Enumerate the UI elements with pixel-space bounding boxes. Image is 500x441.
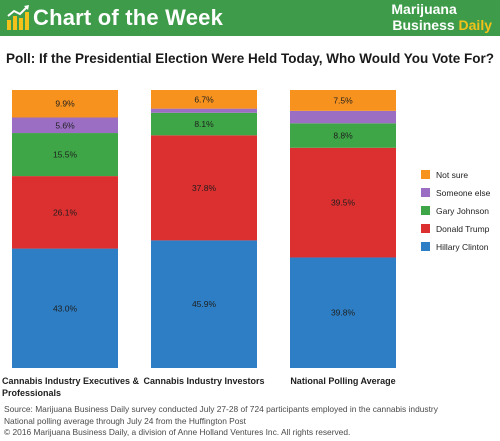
bar-chart-trend-icon: [7, 5, 29, 30]
header-banner: Chart of the Week Marijuana Business Dai…: [0, 0, 500, 36]
legend-label-hillary-clinton: Hillary Clinton: [436, 242, 489, 252]
data-label-gary-johnson-3: 8.8%: [333, 131, 353, 141]
data-label-donald-trump-2: 37.8%: [192, 183, 217, 193]
bar-segment-gary-johnson-2: [151, 112, 257, 136]
data-label-donald-trump-1: 26.1%: [53, 207, 78, 217]
legend-swatch-hillary-clinton: [421, 242, 430, 251]
data-label-hillary-clinton-1: 43.0%: [53, 303, 78, 313]
legend-swatch-someone-else: [421, 188, 430, 197]
bar-segment-hillary-clinton-3: [290, 257, 396, 368]
bar-segment-hillary-clinton-2: [151, 240, 257, 368]
bar-segment-donald-trump-1: [12, 176, 118, 249]
data-label-not-sure-2: 6.7%: [194, 94, 214, 104]
bar-segment-not-sure-1: [12, 90, 118, 118]
banner-title: Chart of the Week: [33, 5, 224, 30]
bar-segment-gary-johnson-3: [290, 123, 396, 148]
bar-segment-not-sure-2: [151, 90, 257, 109]
bar-segment-someone-else-2: [151, 108, 257, 113]
data-label-someone-else-1: 5.6%: [55, 120, 75, 130]
brand-line2-daily: Daily: [458, 17, 492, 33]
bar-segment-donald-trump-2: [151, 135, 257, 241]
source-line-3: © 2016 Marijuana Business Daily, a divis…: [4, 427, 351, 437]
bar-segment-not-sure-3: [290, 90, 396, 111]
brand-line1: Marijuana: [391, 1, 457, 17]
poll-title: Poll: If the Presidential Election Were …: [5, 51, 495, 66]
source-line-1: Source: Marijuana Business Daily survey …: [4, 404, 438, 414]
brand-line2: Business Daily: [391, 17, 492, 33]
brand-line2-business: Business: [392, 17, 459, 33]
category-label-1: Cannabis Industry Executives & Profession…: [2, 376, 140, 398]
category-label-3: National Polling Average: [290, 376, 395, 386]
legend-label-donald-trump: Donald Trump: [436, 224, 490, 234]
data-label-not-sure-1: 9.9%: [55, 99, 75, 109]
bar-segment-hillary-clinton-1: [12, 248, 118, 368]
bar-segment-someone-else-3: [290, 110, 396, 124]
brand-logo: Marijuana Business Daily: [391, 1, 492, 33]
source-notes: Source: Marijuana Business Daily survey …: [4, 404, 498, 439]
legend-label-not-sure: Not sure: [436, 170, 468, 180]
legend-swatch-not-sure: [421, 170, 430, 179]
bar-segment-donald-trump-3: [290, 147, 396, 258]
legend-label-gary-johnson: Gary Johnson: [436, 206, 489, 216]
legend-swatch-gary-johnson: [421, 206, 430, 215]
bar-segment-someone-else-1: [12, 117, 118, 134]
data-label-hillary-clinton-2: 45.9%: [192, 299, 217, 309]
data-label-hillary-clinton-3: 39.8%: [331, 308, 356, 318]
bar-segment-gary-johnson-1: [12, 133, 118, 177]
legend-label-someone-else: Someone else: [436, 188, 491, 198]
data-label-not-sure-3: 7.5%: [333, 95, 353, 105]
category-label-2: Cannabis Industry Investors: [143, 376, 264, 386]
data-label-donald-trump-3: 39.5%: [331, 198, 356, 208]
legend-swatch-donald-trump: [421, 224, 430, 233]
data-label-gary-johnson-2: 8.1%: [194, 119, 214, 129]
data-label-gary-johnson-1: 15.5%: [53, 150, 78, 160]
stacked-bar-chart: 43.0% 26.1% 15.5% 5.6% 9.9% 45.9% 37.8% 8.1% 6.7…: [2, 90, 491, 398]
source-line-2: National polling average through July 24…: [4, 415, 246, 426]
